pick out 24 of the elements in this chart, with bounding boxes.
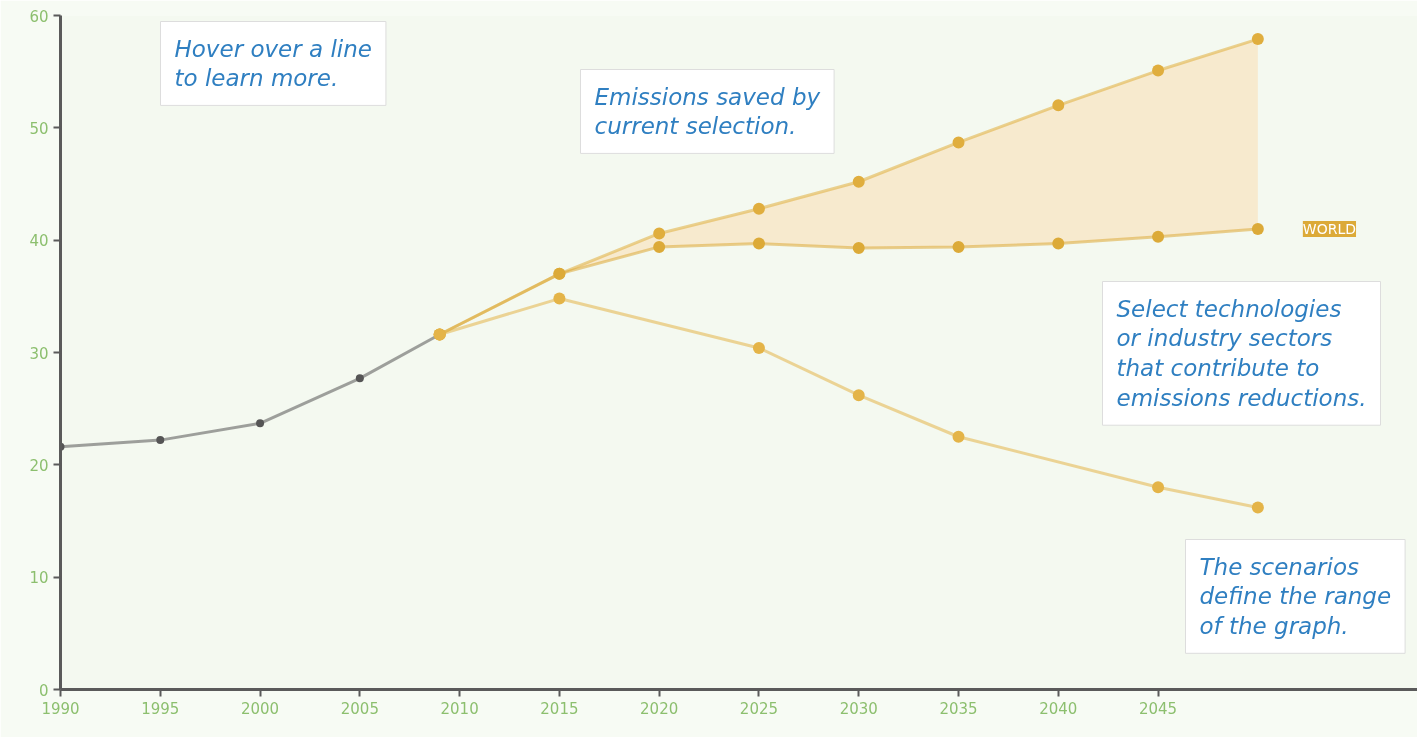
x-tick-label: 1995 [141,699,180,718]
x-tick-label: 2000 [240,699,280,718]
y-tick-label: 40 [29,232,49,251]
x-tick-label: 2040 [1039,699,1078,718]
x-tick-label: 2010 [440,699,479,718]
x-tick-label: 2025 [739,699,779,718]
x-tick-label: 2030 [839,699,878,718]
text: WORLD [1302,220,1357,237]
x-tick-label: 2035 [939,699,978,718]
y-tick-label: 30 [29,344,49,363]
annotation: Emissions saved by current selection. [594,83,821,140]
y-tick-label: 20 [29,456,49,475]
x-tick-label: 2015 [540,699,579,718]
y-tick-label: 0 [38,681,49,700]
annotation: The scenarios define the range of the graph. [1199,553,1392,640]
annotation: Select technologies or industry sectors that contribute to emissions reductions. [1116,295,1367,412]
y-tick-label: 50 [29,119,49,138]
x-tick-label: 1990 [41,699,80,718]
x-tick-label: 2020 [640,699,679,718]
annotation: Hover over a line to learn more. [174,35,372,92]
x-tick-label: 2045 [1138,699,1178,718]
x-tick-label: 2005 [340,699,379,718]
y-tick-label: 10 [29,569,49,588]
y-tick-label: 60 [29,7,49,26]
